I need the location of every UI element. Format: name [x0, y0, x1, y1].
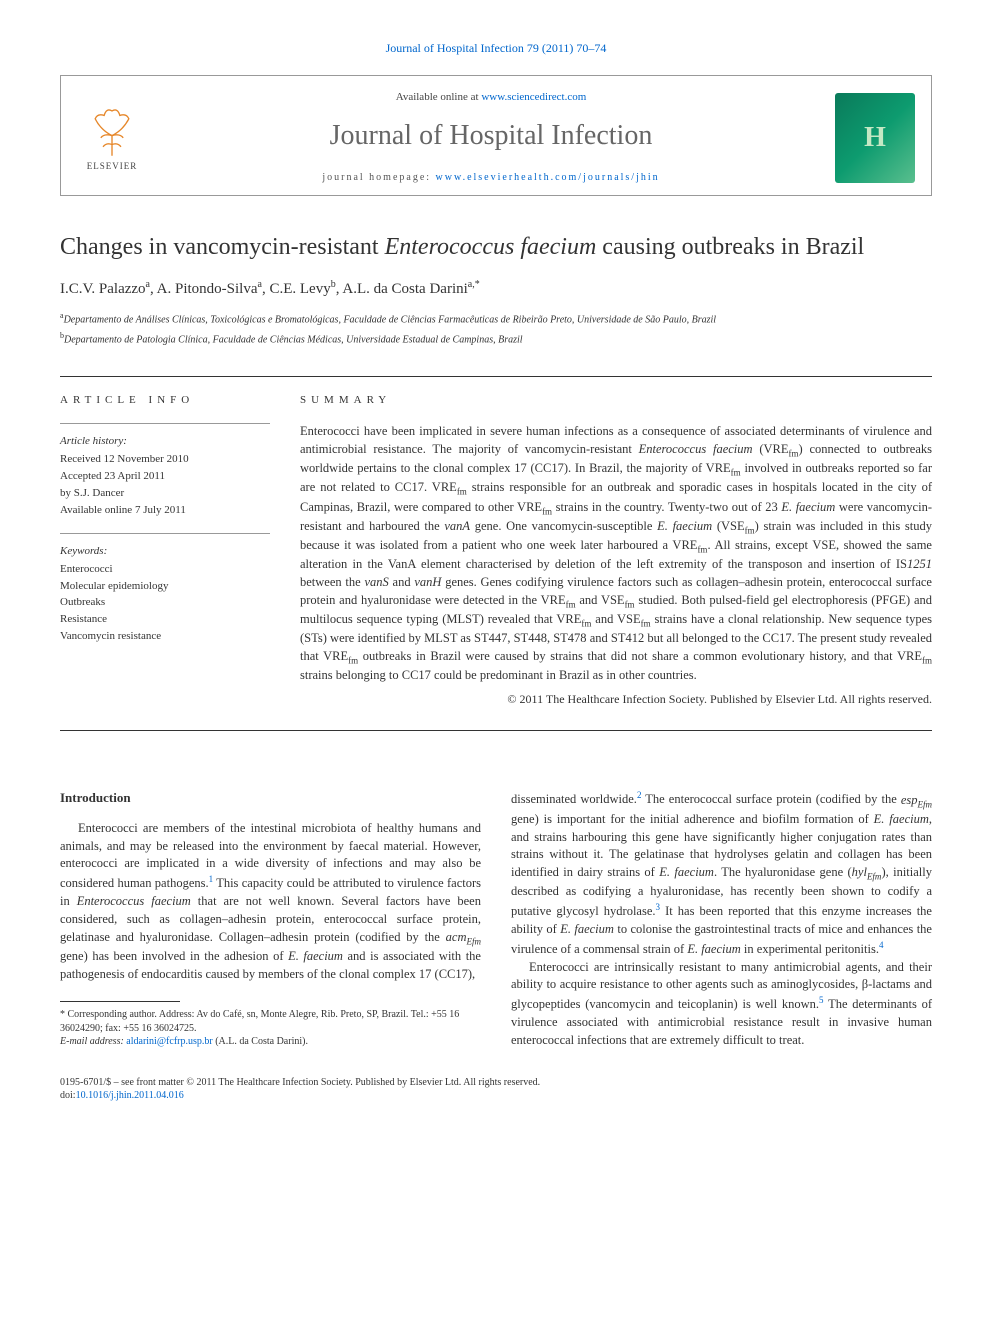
title-italic: Enterococcus faecium	[385, 234, 597, 260]
available-prefix: Available online at	[396, 91, 482, 103]
affiliation-b: bDepartamento de Patologia Clínica, Facu…	[60, 330, 932, 348]
history-heading: Article history:	[60, 434, 270, 450]
history-line-0: Received 12 November 2010	[60, 452, 270, 468]
top-citation-link[interactable]: Journal of Hospital Infection 79 (2011) …	[386, 41, 607, 55]
title-pre: Changes in vancomycin-resistant	[60, 234, 385, 260]
homepage-link[interactable]: www.elsevierhealth.com/journals/jhin	[436, 172, 660, 183]
history-line-2: by S.J. Dancer	[60, 486, 270, 502]
masthead: ELSEVIER Available online at www.science…	[60, 75, 932, 196]
footnote-separator	[60, 1001, 180, 1002]
summary-column: SUMMARY Enterococci have been implicated…	[300, 393, 932, 708]
summary-text: Enterococci have been implicated in seve…	[300, 423, 932, 685]
doi-prefix: doi:	[60, 1090, 76, 1101]
journal-logo-glyph: H	[864, 118, 886, 159]
keyword-0: Enterococci	[60, 562, 270, 578]
body-column-right: disseminated worldwide.2 The enterococca…	[511, 789, 932, 1049]
keyword-4: Vancomycin resistance	[60, 629, 270, 645]
email-link[interactable]: aldarini@fcfrp.usp.br	[126, 1036, 212, 1047]
elsevier-logo-box: ELSEVIER	[77, 102, 147, 173]
elsevier-label: ELSEVIER	[87, 160, 138, 173]
body-columns: Introduction Enterococci are members of …	[60, 789, 932, 1049]
keyword-1: Molecular epidemiology	[60, 579, 270, 595]
email-label: E-mail address:	[60, 1036, 124, 1047]
summary-copyright: © 2011 The Healthcare Infection Society.…	[300, 691, 932, 708]
divider-top	[60, 376, 932, 377]
title-post: causing outbreaks in Brazil	[596, 234, 864, 260]
keywords-block: Keywords: Enterococci Molecular epidemio…	[60, 544, 270, 646]
corr-author-line: * Corresponding author. Address: Av do C…	[60, 1008, 481, 1035]
body-column-left: Introduction Enterococci are members of …	[60, 789, 481, 1049]
intro-paragraph-right-1: disseminated worldwide.2 The enterococca…	[511, 789, 932, 958]
journal-homepage-line: journal homepage: www.elsevierhealth.com…	[157, 171, 825, 186]
bottom-copyright: 0195-6701/$ – see front matter © 2011 Th…	[60, 1076, 932, 1103]
affiliation-a: aDepartamento de Análises Clínicas, Toxi…	[60, 310, 932, 328]
keyword-3: Resistance	[60, 612, 270, 628]
sciencedirect-link[interactable]: www.sciencedirect.com	[481, 91, 586, 103]
article-info-column: ARTICLE INFO Article history: Received 1…	[60, 393, 270, 708]
article-history-block: Article history: Received 12 November 20…	[60, 434, 270, 519]
info-summary-row: ARTICLE INFO Article history: Received 1…	[60, 393, 932, 708]
issn-line: 0195-6701/$ – see front matter © 2011 Th…	[60, 1076, 932, 1090]
email-line: E-mail address: aldarini@fcfrp.usp.br (A…	[60, 1035, 481, 1049]
intro-paragraph-right-2: Enterococci are intrinsically resistant …	[511, 959, 932, 1050]
doi-line: doi:10.1016/j.jhin.2011.04.016	[60, 1089, 932, 1103]
affil-text-a: Departamento de Análises Clínicas, Toxic…	[64, 315, 717, 326]
intro-paragraph-left: Enterococci are members of the intestina…	[60, 820, 481, 983]
article-info-heading: ARTICLE INFO	[60, 393, 270, 409]
divider-below-summary	[60, 730, 932, 731]
info-divider-2	[60, 533, 270, 534]
summary-heading: SUMMARY	[300, 393, 932, 409]
homepage-prefix: journal homepage:	[322, 172, 435, 183]
authors-line: I.C.V. Palazzoa, A. Pitondo-Silvaa, C.E.…	[60, 278, 932, 301]
info-divider-1	[60, 423, 270, 424]
elsevier-tree-icon	[84, 102, 140, 158]
keyword-2: Outbreaks	[60, 595, 270, 611]
history-line-1: Accepted 23 April 2011	[60, 469, 270, 485]
keywords-heading: Keywords:	[60, 544, 270, 560]
email-suffix: (A.L. da Costa Darini).	[215, 1036, 308, 1047]
affil-text-b: Departamento de Patologia Clínica, Facul…	[64, 335, 523, 346]
journal-name: Journal of Hospital Infection	[157, 116, 825, 157]
available-online-line: Available online at www.sciencedirect.co…	[157, 90, 825, 106]
masthead-center: Available online at www.sciencedirect.co…	[147, 90, 835, 185]
top-citation: Journal of Hospital Infection 79 (2011) …	[60, 40, 932, 57]
corresponding-author-footnote: * Corresponding author. Address: Av do C…	[60, 1008, 481, 1049]
journal-cover-logo: H	[835, 93, 915, 183]
introduction-heading: Introduction	[60, 789, 481, 807]
article-title: Changes in vancomycin-resistant Enteroco…	[60, 232, 932, 263]
affiliations: aDepartamento de Análises Clínicas, Toxi…	[60, 310, 932, 348]
doi-link[interactable]: 10.1016/j.jhin.2011.04.016	[76, 1090, 184, 1101]
history-line-3: Available online 7 July 2011	[60, 503, 270, 519]
